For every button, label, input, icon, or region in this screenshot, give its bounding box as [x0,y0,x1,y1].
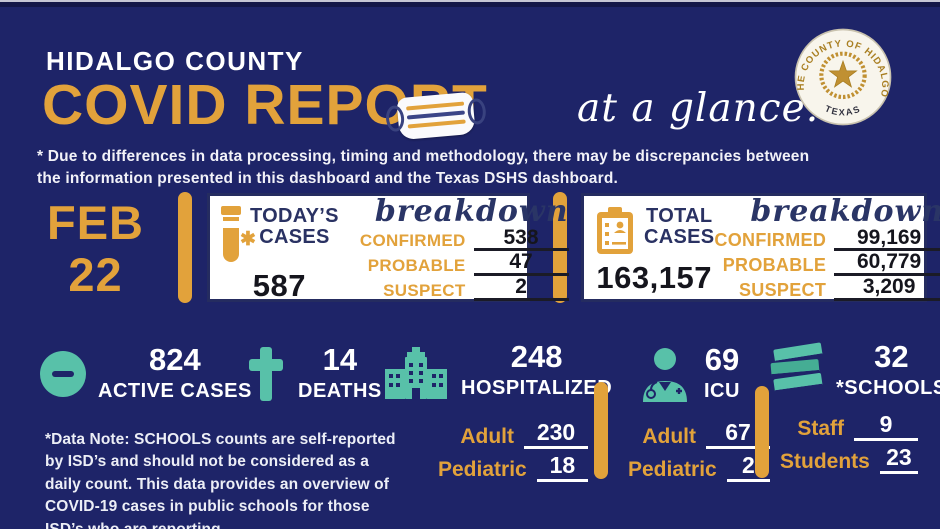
report-month: FEB [47,196,144,249]
schools-data-note: *Data Note: SCHOOLS counts are self-repo… [45,431,396,529]
sub-label: Students [780,450,870,473]
breakdown-value: 99,169 [834,227,940,252]
schools-stat: 32 *SCHOOLS [770,341,940,400]
sub-label: Staff [797,417,844,440]
icu-label: ICU [704,380,740,402]
deaths-label: DEATHS [298,380,382,402]
seal-wreath [819,51,867,100]
sub-label: Adult [642,425,696,448]
doctor-icon [643,347,687,402]
todays-breakdown: breakdown CONFIRMED 538 PROBABLE 47 SUSP… [339,194,581,302]
breakdown-label: SUSPECT [739,280,827,301]
breakdown-label: SUSPECT [383,281,466,301]
virus-icon: ✱ [240,229,256,250]
seal-bottom-text: TEXAS [823,103,860,117]
breakdown-row: SUSPECT 3,209 [714,276,940,302]
sub-value: 230 [524,421,588,449]
test-tube-icon: ✱ [220,206,256,264]
breakdown-row: PROBABLE 60,779 [714,251,940,277]
hospitalized-label: HOSPITALIZED [461,377,613,399]
breakdown-row: PROBABLE 47 [339,251,569,277]
breakdown-value: 47 [473,251,569,277]
minus-circle-icon [40,350,86,397]
icu-stat: 69 ICU [638,344,740,403]
tagline: at a glance.. [577,86,833,131]
sub-value: 23 [879,446,918,474]
total-cases-total: 163,157 [596,260,712,295]
top-border-line [0,0,940,2]
total-cases-panel: TOTAL CASES 163,157 breakdown CONFIRMED … [581,193,940,302]
active-cases-value: 824 [149,342,201,377]
todays-cases-total: 587 [252,268,307,303]
deaths-stat: 14 DEATHS [246,344,382,403]
icu-value: 69 [704,342,740,377]
hospitalized-breakdown: Adult 230 Pediatric 18 [438,421,588,487]
schools-label: *SCHOOLS [836,377,940,399]
county-seal: THE COUNTY OF HIDALGO TEXAS [793,27,892,126]
breakdown-row: CONFIRMED 99,169 [714,227,940,252]
breakdown-label: PROBABLE [722,255,827,276]
face-mask-icon [384,91,487,141]
breakdown-label: CONFIRMED [359,231,466,251]
clipboard-icon [597,207,633,254]
divider-bar [594,382,608,479]
sub-row: Staff 9 [780,413,918,441]
mask-stripe [407,119,466,129]
svg-text:TEXAS: TEXAS [823,103,862,117]
disclaimer-line-1: * Due to differences in data processing,… [37,148,810,165]
hospitalized-stat: 248 HOSPITALIZED [383,341,612,400]
breakdown-title: breakdown [750,194,940,229]
disclaimer-line-2: the information presented in this dashbo… [37,170,619,188]
active-cases-stat: 824 ACTIVE CASES [40,344,252,403]
icu-breakdown: Adult 67 Pediatric 2 [628,421,770,487]
sub-value: 2 [726,454,770,482]
todays-cases-label: TODAY’S CASES [250,205,339,248]
sub-row: Pediatric 18 [438,454,588,482]
report-day: 22 [68,247,123,301]
schools-breakdown: Staff 9 Students 23 [780,413,918,479]
total-breakdown: breakdown CONFIRMED 99,169 PROBABLE 60,7… [714,194,940,302]
cross-icon [246,346,286,401]
todays-cases-panel: ✱ TODAY’S CASES 587 breakdown CONFIRMED … [207,193,569,303]
sub-value: 18 [536,454,588,482]
sub-row: Pediatric 2 [628,454,770,482]
breakdown-value: 3,209 [834,276,940,302]
sub-row: Adult 67 [628,421,770,449]
books-icon [770,341,824,397]
seal-star-icon [828,59,858,88]
breakdown-label: PROBABLE [367,256,466,276]
county-name: HIDALGO COUNTY [46,46,304,76]
top-border-strip [0,2,940,7]
sub-row: Adult 230 [438,421,588,449]
breakdown-row: CONFIRMED 538 [339,227,569,252]
report-date: FEB 22 [28,197,163,300]
breakdown-row: SUSPECT 2 [339,276,569,302]
sub-row: Students 23 [780,446,918,474]
divider-bar [178,192,192,303]
sub-label: Pediatric [438,458,527,481]
active-cases-label: ACTIVE CASES [98,380,252,402]
hospital-icon [385,346,447,399]
breakdown-value: 60,779 [834,251,940,277]
breakdown-title: breakdown [374,194,569,229]
disclaimer: * Due to differences in data processing,… [37,146,809,191]
total-cases-summary: TOTAL CASES 163,157 [584,196,714,299]
breakdown-value: 2 [473,276,569,302]
sub-value: 9 [854,413,918,441]
deaths-value: 14 [322,342,358,377]
sub-label: Adult [460,425,514,448]
sub-value: 67 [706,421,770,449]
divider-bar [755,386,769,478]
hospitalized-value: 248 [510,339,563,374]
mask-stripe [406,101,465,111]
breakdown-value: 538 [473,227,569,252]
breakdown-label: CONFIRMED [714,230,827,251]
schools-value: 32 [874,339,909,374]
todays-cases-summary: ✱ TODAY’S CASES 587 [210,196,339,303]
mask-stripe [406,110,465,120]
sub-label: Pediatric [628,458,717,481]
total-cases-label: TOTAL CASES [644,205,715,248]
